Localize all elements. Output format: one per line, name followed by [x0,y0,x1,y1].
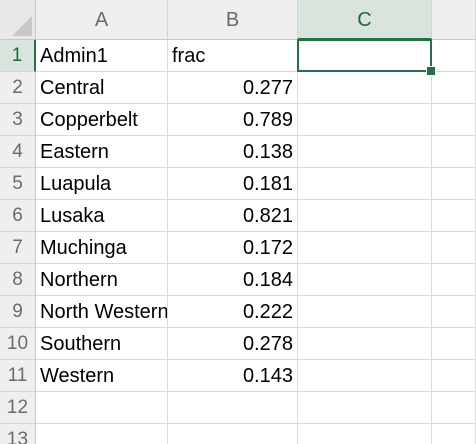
cell-b4[interactable]: 0.138 [168,136,298,168]
active-cell-selection[interactable] [297,39,432,72]
cell-b5[interactable]: 0.181 [168,168,298,200]
cell-b12[interactable] [168,392,298,424]
row-header-6[interactable]: 6 [0,200,36,232]
cell-c8[interactable] [298,264,432,296]
cell-c2[interactable] [298,72,432,104]
cell-c4[interactable] [298,136,432,168]
row-header-10[interactable]: 10 [0,328,36,360]
fill-handle[interactable] [426,66,436,76]
cell-b6[interactable]: 0.821 [168,200,298,232]
cell-b8[interactable]: 0.184 [168,264,298,296]
cell-a10[interactable]: Southern [36,328,168,360]
cell-a6[interactable]: Lusaka [36,200,168,232]
cell-d8[interactable] [432,264,476,296]
cell-c9[interactable] [298,296,432,328]
cell-b3[interactable]: 0.789 [168,104,298,136]
cell-b7[interactable]: 0.172 [168,232,298,264]
row-header-4[interactable]: 4 [0,136,36,168]
cell-b2[interactable]: 0.277 [168,72,298,104]
row-header-8[interactable]: 8 [0,264,36,296]
cell-a2[interactable]: Central [36,72,168,104]
cell-c11[interactable] [298,360,432,392]
cell-c10[interactable] [298,328,432,360]
cell-a5[interactable]: Luapula [36,168,168,200]
cell-a11[interactable]: Western [36,360,168,392]
cell-a8[interactable]: Northern [36,264,168,296]
row-header-3[interactable]: 3 [0,104,36,136]
row-header-12[interactable]: 12 [0,392,36,424]
cell-d9[interactable] [432,296,476,328]
row-header-11[interactable]: 11 [0,360,36,392]
cell-d3[interactable] [432,104,476,136]
cell-a7[interactable]: Muchinga [36,232,168,264]
cell-d6[interactable] [432,200,476,232]
cell-b10[interactable]: 0.278 [168,328,298,360]
cell-b9[interactable]: 0.222 [168,296,298,328]
row-header-5[interactable]: 5 [0,168,36,200]
row-header-2[interactable]: 2 [0,72,36,104]
cell-d13[interactable] [432,424,476,444]
column-header-overflow[interactable] [432,0,476,40]
cell-d10[interactable] [432,328,476,360]
cell-a4[interactable]: Eastern [36,136,168,168]
cell-d1[interactable] [432,40,476,72]
cell-c13[interactable] [298,424,432,444]
cell-d5[interactable] [432,168,476,200]
cell-b13[interactable] [168,424,298,444]
row-header-9[interactable]: 9 [0,296,36,328]
cell-d4[interactable] [432,136,476,168]
cell-c12[interactable] [298,392,432,424]
cell-a3[interactable]: Copperbelt [36,104,168,136]
column-header-c[interactable]: C [298,0,432,40]
cell-c7[interactable] [298,232,432,264]
row-header-1[interactable]: 1 [0,40,36,72]
row-header-13[interactable]: 13 [0,424,36,444]
cell-b1[interactable]: frac [168,40,298,72]
cell-a1[interactable]: Admin1 [36,40,168,72]
cell-d11[interactable] [432,360,476,392]
select-all-triangle-icon [12,16,32,36]
cell-c6[interactable] [298,200,432,232]
cell-a12[interactable] [36,392,168,424]
cell-c3[interactable] [298,104,432,136]
cell-c5[interactable] [298,168,432,200]
select-all-corner[interactable] [0,0,36,40]
cell-a9[interactable]: North Western [36,296,168,328]
column-header-a[interactable]: A [36,0,168,40]
cell-b11[interactable]: 0.143 [168,360,298,392]
row-header-7[interactable]: 7 [0,232,36,264]
column-header-b[interactable]: B [168,0,298,40]
cell-d7[interactable] [432,232,476,264]
cell-d2[interactable] [432,72,476,104]
cell-d12[interactable] [432,392,476,424]
cell-a13[interactable] [36,424,168,444]
